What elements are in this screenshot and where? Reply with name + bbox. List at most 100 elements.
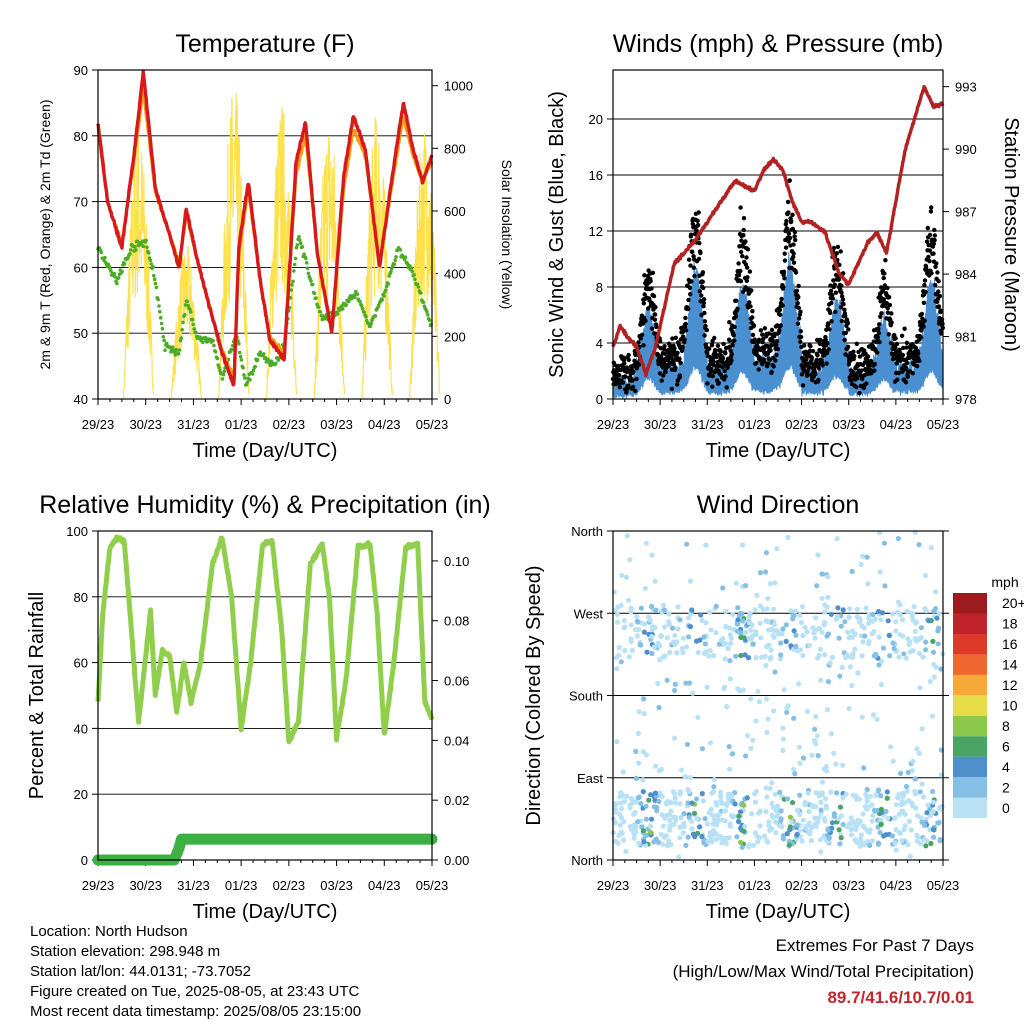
wind-direction-point	[689, 826, 695, 832]
wind-direction-point	[819, 790, 825, 796]
gust-point	[716, 380, 721, 386]
gust-point	[754, 349, 759, 354]
wind-direction-point	[802, 802, 808, 808]
gust-point	[712, 348, 718, 353]
wind-direction-point	[867, 842, 873, 849]
gust-point	[738, 205, 743, 210]
dewpoint-point	[237, 341, 241, 346]
wind-direction-point	[829, 654, 836, 661]
gust-point	[784, 226, 790, 232]
dewpoint-point	[377, 303, 381, 308]
y-tick-label: 8	[596, 280, 603, 295]
colorbar-label: mph	[991, 574, 1018, 590]
wind-direction-point	[733, 580, 739, 586]
wind-direction-point	[711, 827, 717, 833]
dewpoint-point	[128, 248, 133, 252]
x-tick-label: 01/23	[738, 878, 771, 893]
gust-point	[800, 383, 806, 388]
wind-direction-point	[627, 805, 633, 811]
wind-direction-point	[840, 795, 846, 801]
wind-direction-point	[680, 830, 686, 836]
wind-direction-point	[653, 607, 659, 613]
wind-direction-point	[831, 750, 837, 756]
dewpoint-point	[362, 310, 367, 315]
gust-point	[790, 212, 795, 217]
gust-point	[700, 279, 705, 284]
wind-direction-point	[869, 838, 875, 844]
wind-direction-point	[862, 825, 868, 831]
gust-point	[704, 327, 710, 333]
gust-point	[793, 270, 799, 275]
wind-direction-point	[626, 654, 632, 660]
y-right-tick-label: 978	[955, 392, 977, 407]
dewpoint-point	[335, 312, 340, 316]
x-tick-label: 04/23	[880, 878, 913, 893]
gust-point	[671, 362, 676, 367]
dewpoint-point	[145, 245, 149, 250]
gust-point	[798, 334, 804, 340]
gust-point	[750, 332, 756, 338]
gust-point	[670, 336, 675, 341]
gust-point	[677, 356, 682, 362]
dewpoint-point	[188, 307, 192, 312]
wind-direction-point	[624, 533, 630, 539]
gust-point	[777, 307, 783, 313]
gust-point	[736, 261, 741, 266]
wind-direction-point	[636, 709, 642, 715]
dewpoint-point	[213, 350, 218, 354]
wind-direction-point	[628, 636, 634, 642]
extremes-subtitle: (High/Low/Max Wind/Total Precipitation)	[672, 962, 974, 981]
wind-direction-point	[878, 821, 884, 828]
y-axis-label: Sonic Wind & Gust (Blue, Black)	[546, 91, 568, 378]
dewpoint-point	[146, 251, 151, 255]
wind-direction-point	[727, 676, 733, 682]
gust-point	[677, 374, 683, 379]
gust-point	[695, 222, 701, 228]
gust-point	[932, 237, 937, 243]
colorbar-level: 10	[1002, 698, 1018, 714]
wind-direction-point	[757, 808, 764, 814]
wind-direction-point	[683, 842, 689, 849]
wind-direction-point	[722, 640, 729, 647]
wind-direction-point	[767, 785, 773, 792]
wind-direction-point	[750, 737, 756, 743]
wind-direction-point	[816, 652, 822, 658]
gust-point	[922, 318, 927, 323]
gust-point	[673, 365, 678, 370]
plot-border	[97, 69, 433, 400]
wind-direction-point	[667, 817, 673, 824]
gust-point	[783, 245, 789, 250]
gust-point	[782, 251, 787, 256]
wind-direction-point	[866, 620, 872, 627]
wind-direction-point	[889, 833, 896, 839]
colorbar-level: 18	[1002, 616, 1018, 632]
colorbar-level: 16	[1002, 636, 1018, 652]
wind-direction-point	[916, 542, 922, 548]
wind-direction-point	[647, 617, 653, 623]
gust-point	[922, 282, 927, 288]
dewpoint-point	[134, 248, 138, 252]
x-tick-label: 05/23	[927, 417, 960, 432]
wind-direction-point	[913, 638, 919, 644]
wind-direction-point	[623, 849, 629, 855]
wind-direction-point	[748, 627, 754, 633]
gust-point	[720, 356, 726, 361]
wind-direction-point	[865, 581, 871, 587]
gust-point	[830, 296, 835, 301]
gust-point	[854, 341, 859, 346]
colorbar-level: 12	[1002, 677, 1018, 693]
gust-point	[879, 311, 884, 316]
wind-direction-point	[834, 790, 840, 796]
gust-point	[766, 361, 771, 366]
gust-point	[695, 218, 700, 223]
gust-point	[872, 361, 878, 367]
dewpoint-point	[149, 262, 153, 266]
wind-direction-point	[722, 808, 729, 814]
chart-title: Wind Direction	[697, 491, 860, 519]
wind-direction-point	[896, 829, 902, 836]
wind-direction-point	[749, 811, 755, 817]
wind-direction-point	[670, 639, 676, 645]
wind-direction-point	[819, 779, 826, 785]
wind-direction-point	[859, 623, 865, 629]
gust-point	[738, 268, 743, 274]
